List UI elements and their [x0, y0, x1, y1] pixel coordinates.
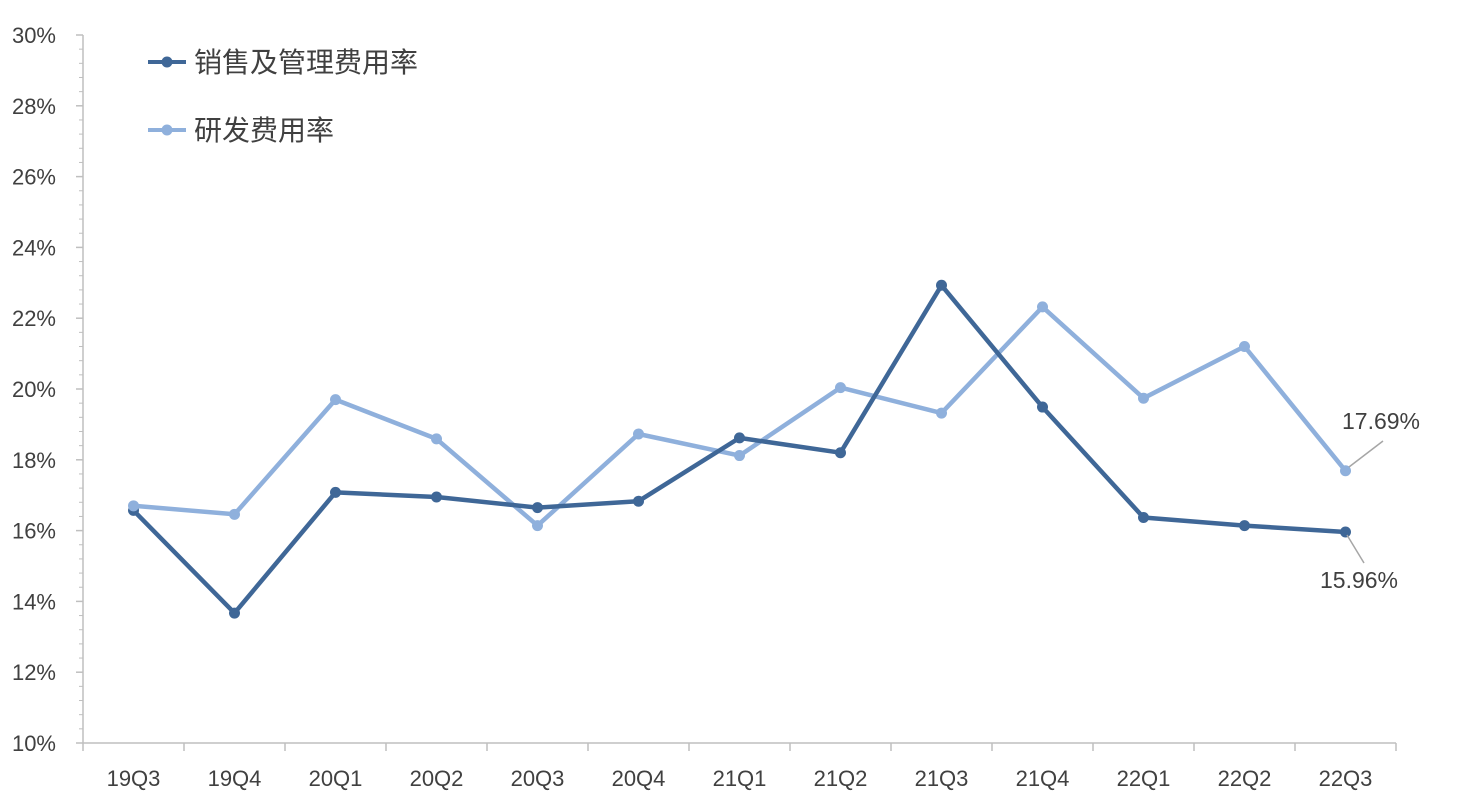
series-0-point [633, 495, 644, 507]
series-1-point [1340, 465, 1351, 477]
series-1-point [1138, 392, 1149, 404]
series-0-point [1138, 512, 1149, 524]
x-tick-label: 20Q3 [511, 766, 565, 791]
legend-item-0: 销售及管理费用率 [148, 46, 418, 79]
legend: 销售及管理费用率 研发费用率 [148, 46, 418, 147]
series-0-point [1340, 526, 1351, 538]
series-0-point [330, 486, 341, 498]
series-0-point [1239, 520, 1250, 532]
series-1-point [330, 394, 341, 406]
y-tick-label: 28% [12, 94, 56, 119]
leader-line-0 [1346, 534, 1365, 564]
x-tick-label: 21Q4 [1016, 766, 1070, 791]
y-tick-label: 22% [12, 306, 56, 331]
y-tick-label: 16% [12, 519, 56, 544]
series-0-point [431, 491, 442, 503]
y-tick-label: 12% [12, 660, 56, 685]
axes: 10% 12% 14% 16% 18% 20% 22% 24% 26% 28% 30% 19Q3 19Q… [12, 23, 1397, 791]
data-label-0: 15.96% [1320, 567, 1398, 593]
x-tick-label: 21Q1 [713, 766, 767, 791]
y-tick-label: 10% [12, 731, 56, 756]
y-tick-label: 24% [12, 235, 56, 260]
series-1-point [633, 428, 644, 440]
x-tick-label: 20Q2 [410, 766, 464, 791]
y-tick-label: 30% [12, 23, 56, 48]
leader-line-1 [1348, 440, 1384, 468]
series-1-point [734, 450, 745, 462]
series-1-point [431, 433, 442, 445]
x-tick-label: 19Q3 [107, 766, 161, 791]
series-0-point [936, 279, 947, 291]
x-tick-label: 21Q3 [915, 766, 969, 791]
x-tick-label: 21Q2 [814, 766, 868, 791]
y-tick-label: 18% [12, 448, 56, 473]
series-1-point [936, 407, 947, 419]
series-0-point [734, 432, 745, 444]
y-tick-label: 26% [12, 165, 56, 190]
series-1-point [128, 500, 139, 512]
series-1-point [532, 520, 543, 532]
series-1-point [835, 382, 846, 394]
series-line-1 [133, 304, 1348, 528]
x-tick-label: 22Q2 [1218, 766, 1272, 791]
legend-label-1: 研发费用率 [194, 114, 334, 147]
legend-label-0: 销售及管理费用率 [194, 46, 418, 79]
series-0-point [229, 607, 240, 619]
x-tick-label: 20Q1 [309, 766, 363, 791]
x-tick-label: 22Q3 [1319, 766, 1373, 791]
x-tick-label: 22Q1 [1117, 766, 1171, 791]
y-tick-label: 14% [12, 589, 56, 614]
x-tick-label: 19Q4 [208, 766, 262, 791]
series-0-point [1037, 401, 1048, 413]
series-1-point [1239, 341, 1250, 353]
series-0-point [532, 502, 543, 514]
legend-item-1: 研发费用率 [148, 114, 334, 147]
series-line-0 [131, 283, 1346, 616]
series-1-point [229, 508, 240, 520]
data-label-1: 17.69% [1342, 408, 1420, 434]
y-tick-label: 20% [12, 377, 56, 402]
x-tick-label: 20Q4 [612, 766, 666, 791]
series-0-point [835, 447, 846, 459]
data-labels: 15.96% 17.69% [1320, 408, 1420, 593]
series-layer [128, 279, 1351, 619]
series-1-point [1037, 301, 1048, 313]
